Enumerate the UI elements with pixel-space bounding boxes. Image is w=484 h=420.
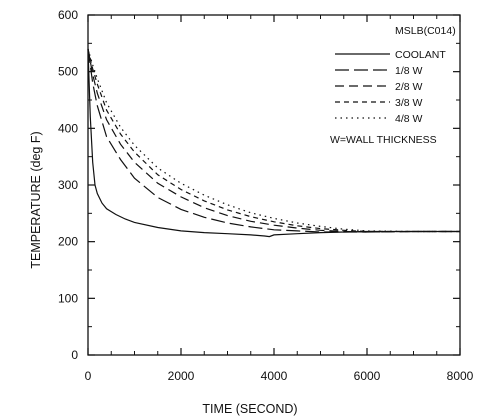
y-tick-label: 500 [58, 65, 78, 79]
x-axis-title: TIME (SECOND) [202, 402, 297, 416]
y-tick-label: 0 [71, 348, 78, 362]
y-axis-title: TEMPERATURE (deg F) [29, 131, 43, 268]
y-tick-label: 400 [58, 121, 78, 135]
y-tick-label: 600 [58, 8, 78, 22]
legend-label-coolant: COOLANT [395, 49, 446, 61]
x-tick-label: 6000 [354, 369, 381, 383]
wall-thickness-annotation: W=WALL THICKNESS [330, 134, 437, 146]
x-tick-label: 0 [85, 369, 92, 383]
x-tick-label: 8000 [447, 369, 474, 383]
legend-label-2-8-w: 2/8 W [395, 81, 423, 93]
chart-title: MSLB(C014) [395, 25, 456, 37]
legend-label-4-8-w: 4/8 W [395, 113, 423, 125]
y-tick-label: 100 [58, 291, 78, 305]
legend-label-1-8-w: 1/8 W [395, 65, 423, 77]
x-tick-label: 4000 [261, 369, 288, 383]
legend-label-3-8-w: 3/8 W [395, 97, 423, 109]
y-tick-label: 300 [58, 178, 78, 192]
series-curves [87, 48, 460, 238]
series-line-2-8-w [87, 48, 460, 233]
x-tick-label: 2000 [168, 369, 195, 383]
legend: COOLANT 1/8 W 2/8 W 3/8 W 4/8 W [335, 49, 446, 125]
y-tick-label: 200 [58, 235, 78, 249]
